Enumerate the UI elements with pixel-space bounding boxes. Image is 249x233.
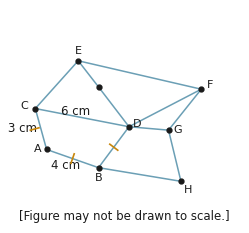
Text: H: H — [184, 185, 192, 195]
Text: E: E — [75, 45, 82, 55]
Text: 6 cm: 6 cm — [62, 106, 91, 118]
Text: F: F — [207, 80, 213, 90]
Text: A: A — [34, 144, 41, 154]
Text: G: G — [173, 125, 182, 135]
Text: 4 cm: 4 cm — [51, 159, 80, 172]
Text: C: C — [20, 101, 28, 111]
Text: D: D — [133, 120, 142, 130]
Text: [Figure may not be drawn to scale.]: [Figure may not be drawn to scale.] — [19, 210, 230, 223]
Text: B: B — [95, 173, 102, 183]
Text: 3 cm: 3 cm — [8, 122, 37, 135]
